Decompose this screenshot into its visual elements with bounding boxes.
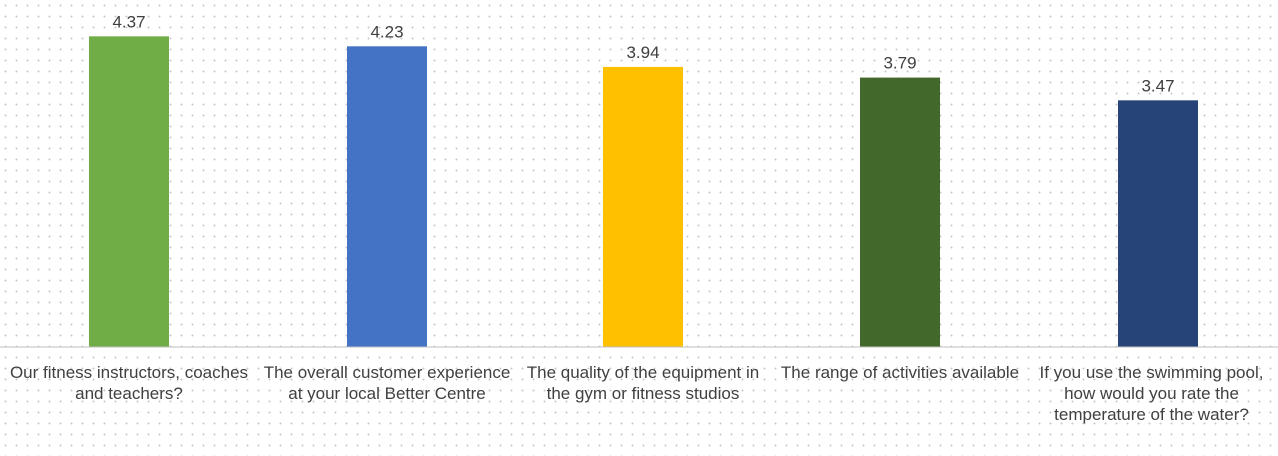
bar-4 [860, 77, 940, 347]
category-label-pool-temperature: If you use the swimming pool, how would … [1039, 363, 1264, 424]
value-label-3: 3.94 [626, 43, 659, 62]
bar-5 [1118, 100, 1198, 347]
value-label-2: 4.23 [370, 22, 403, 41]
value-label-5: 3.47 [1141, 76, 1174, 95]
category-label-instructors: Our fitness instructors, coaches and tea… [9, 363, 249, 403]
bar-3 [603, 66, 683, 347]
category-label-equipment-quality: The quality of the equipment in the gym … [526, 363, 760, 403]
bar-2 [347, 46, 427, 347]
bars-group [89, 36, 1198, 347]
bar-1 [89, 36, 169, 347]
value-labels-group: 4.37 4.23 3.94 3.79 3.47 [112, 12, 1174, 95]
category-label-activities-range: The range of activities available [780, 363, 1020, 382]
value-label-4: 3.79 [883, 54, 916, 73]
category-label-customer-experience: The overall customer experience at your … [263, 363, 511, 403]
value-label-1: 4.37 [112, 12, 145, 31]
